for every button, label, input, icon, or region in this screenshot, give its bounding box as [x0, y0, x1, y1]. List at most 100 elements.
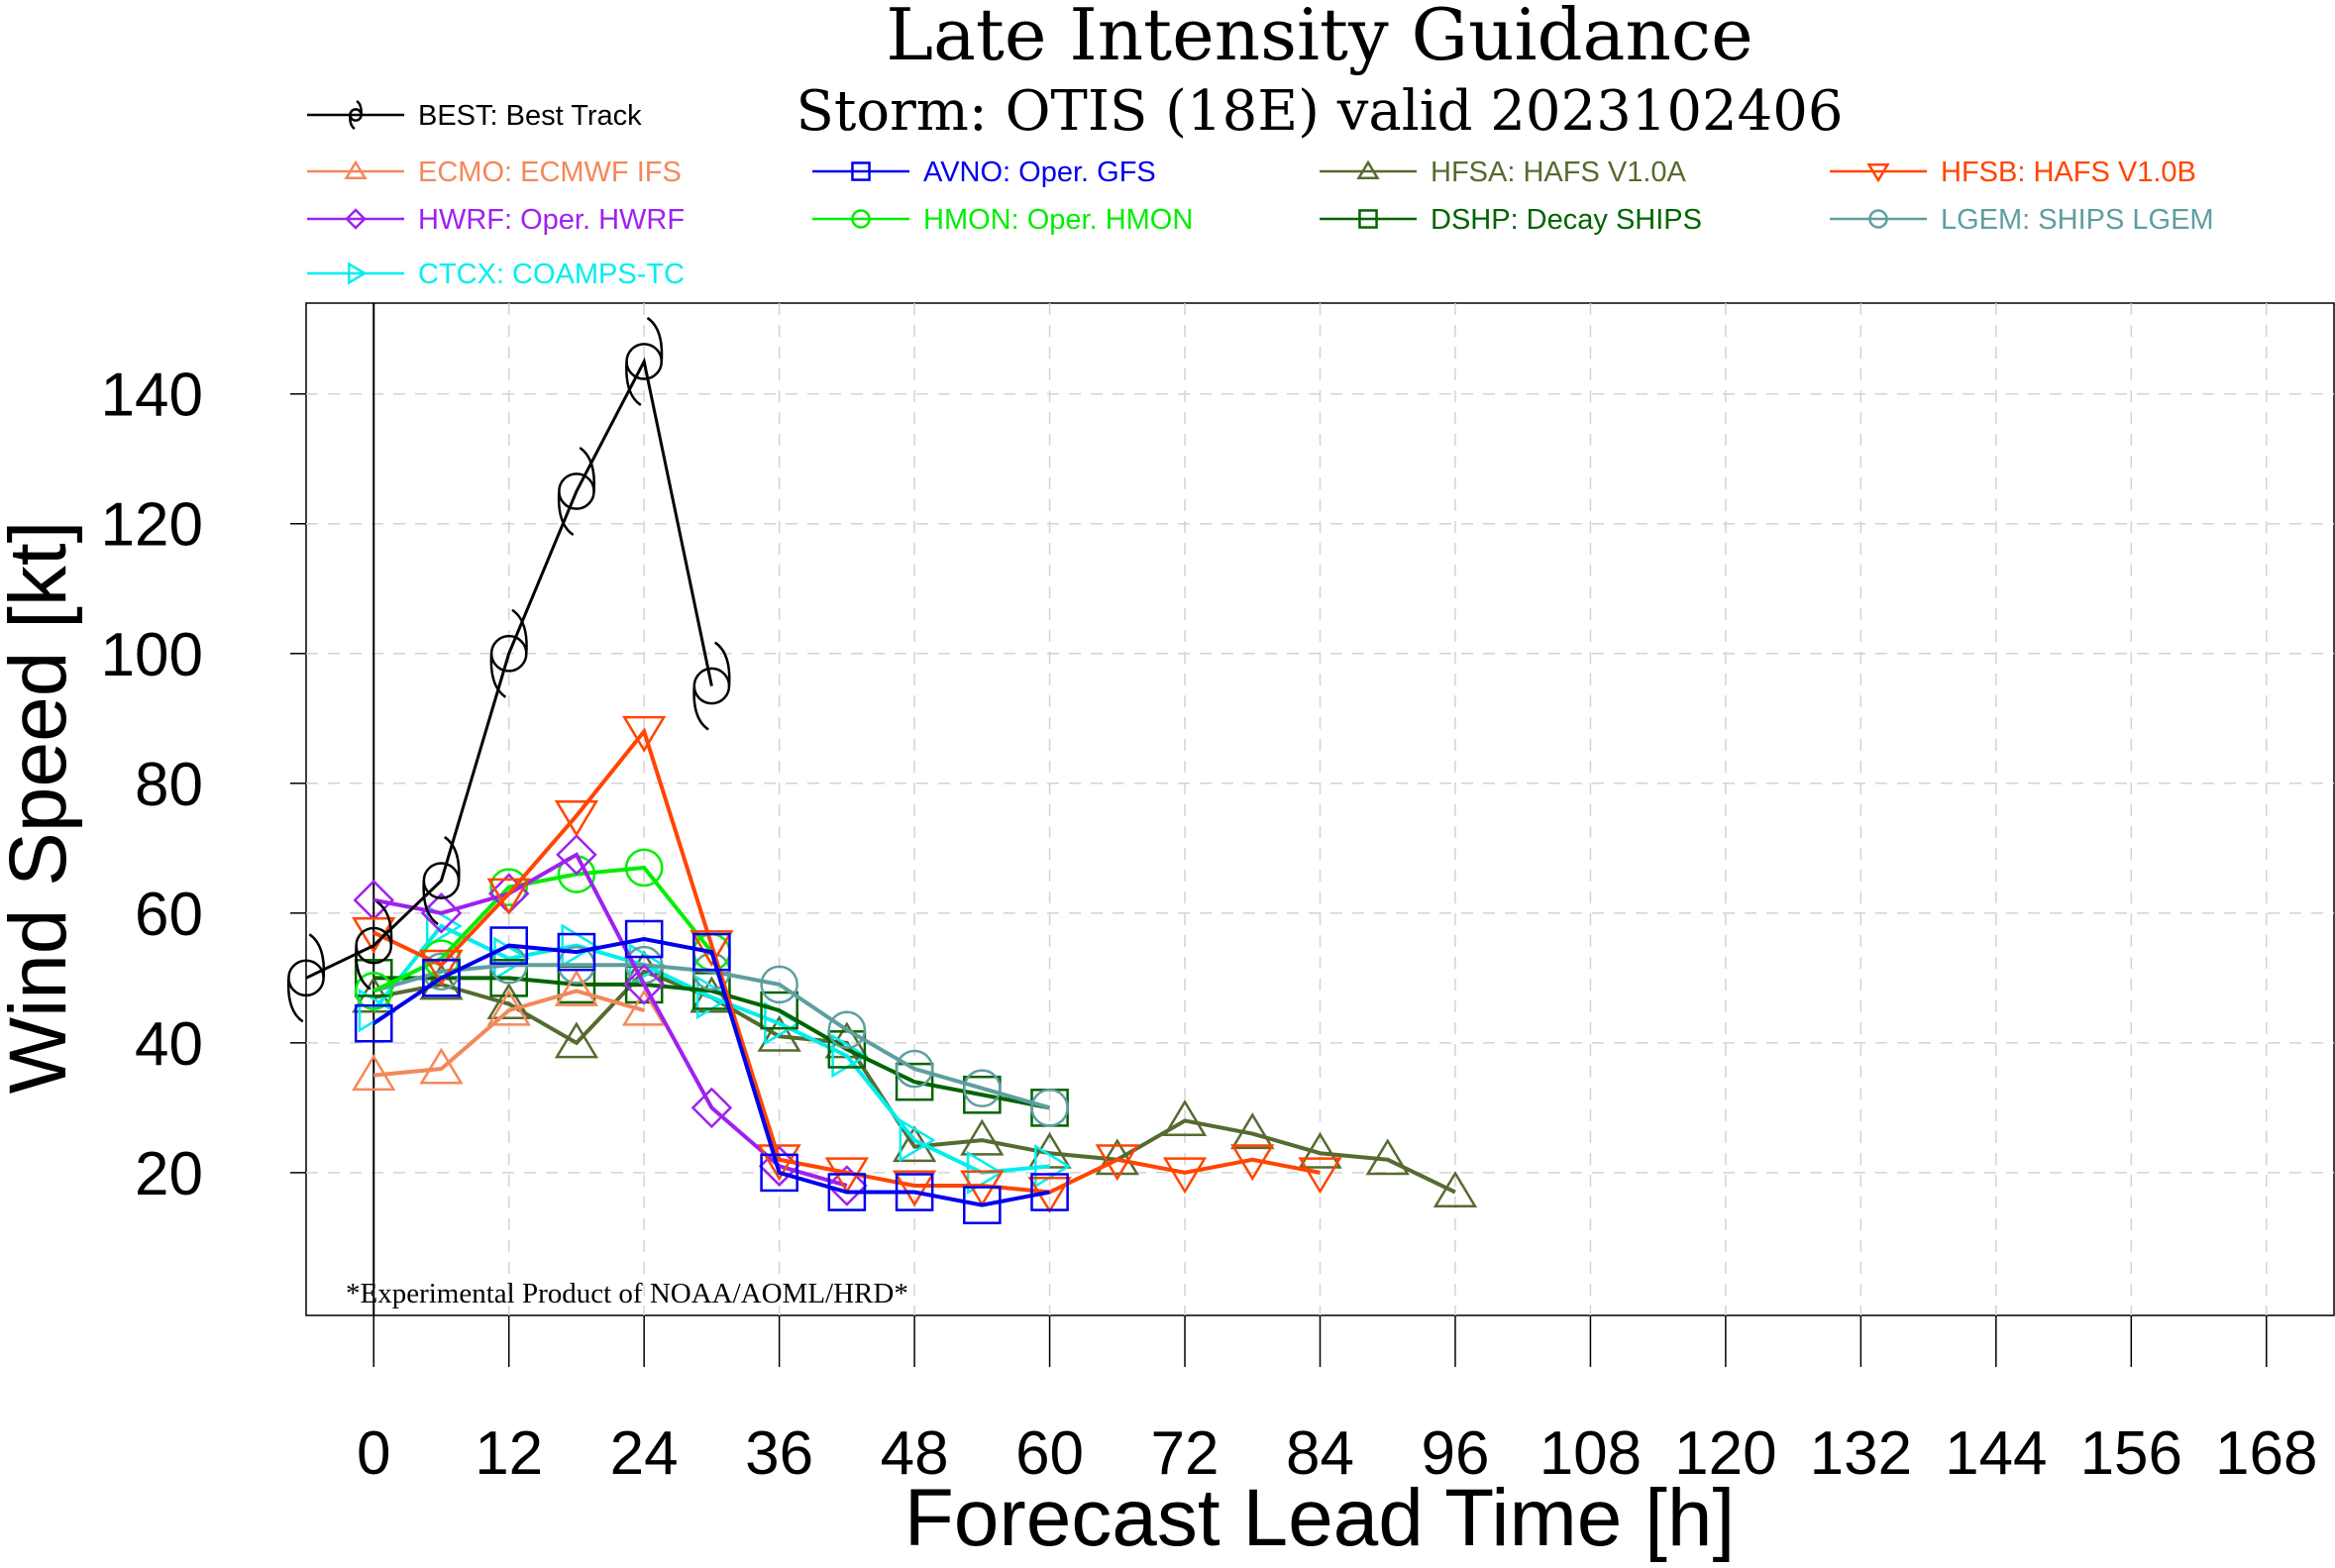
point-best — [692, 641, 731, 731]
point-hfsb — [1095, 1144, 1139, 1182]
point-ctcx — [831, 1033, 869, 1079]
point-lgem — [760, 965, 798, 1004]
series-line-dshp — [373, 976, 1050, 1110]
series-avno — [354, 919, 1069, 1224]
point-hfsb — [622, 715, 667, 753]
point-hfsa — [554, 1021, 599, 1059]
point-ecmo — [486, 989, 531, 1026]
point-ecmo — [622, 989, 667, 1026]
y-tick-label: 40 — [135, 1010, 203, 1079]
point-hfsb — [486, 878, 531, 915]
point-avno — [760, 1153, 798, 1193]
point-lgem — [827, 1010, 867, 1050]
legend-item-hfsa: HFSA: HAFS V1.0A — [1320, 157, 1687, 188]
point-dshp — [760, 991, 798, 1030]
series-ecmo — [352, 970, 667, 1092]
point-hmon — [624, 848, 664, 888]
legend-item-best: BEST: Best Track — [307, 99, 642, 132]
point-hfsa — [757, 1014, 801, 1052]
x-tick-label: 108 — [1539, 1419, 1642, 1488]
legend: BEST: Best Track ECMO: ECMWF IFS AVNO: Ope… — [307, 99, 2214, 290]
point-best — [286, 933, 326, 1023]
point-hfsb — [1230, 1144, 1275, 1182]
point-lgem — [895, 1049, 934, 1089]
point-hfsa — [1298, 1131, 1342, 1169]
point-hwrf — [623, 964, 665, 1005]
point-avno — [489, 926, 528, 965]
y-axis: 20 40 60 80 100 120 140 — [101, 362, 306, 1208]
x-tick-label: 36 — [745, 1419, 813, 1488]
legend-marker — [851, 161, 871, 181]
point-ctcx — [561, 923, 598, 968]
series-best — [286, 316, 731, 1023]
x-tick-label: 72 — [1151, 1419, 1220, 1488]
point-lgem — [963, 1069, 1002, 1108]
point-hfsb — [690, 930, 734, 968]
x-tick-label: 48 — [881, 1419, 949, 1488]
legend-label: BEST: Best Track — [418, 100, 642, 132]
x-tick-label: 156 — [2080, 1419, 2182, 1488]
point-ctcx — [695, 975, 733, 1020]
legend-label: HFSA: HAFS V1.0A — [1431, 157, 1687, 188]
point-hfsb — [1298, 1157, 1342, 1195]
series-line-hfsa — [372, 969, 1456, 1195]
x-tick-label: 96 — [1421, 1419, 1489, 1488]
series-line-avno — [372, 936, 1050, 1207]
x-tick-label: 168 — [2215, 1419, 2317, 1488]
legend-label: HFSB: HAFS V1.0B — [1941, 157, 2196, 188]
legend-item-ecmo: ECMO: ECMWF IFS — [307, 157, 682, 188]
point-hfsa — [1095, 1138, 1139, 1176]
point-hfsa — [1162, 1099, 1208, 1136]
x-tick-label: 0 — [357, 1419, 390, 1488]
legend-item-hwrf: HWRF: Oper. HWRF — [307, 204, 685, 236]
point-avno — [557, 932, 596, 972]
point-avno — [692, 932, 731, 972]
point-hmon — [489, 868, 529, 906]
legend-label: DSHP: Decay SHIPS — [1431, 204, 1702, 236]
point-hfsa — [419, 963, 464, 1000]
point-avno — [963, 1186, 1002, 1224]
point-ecmo — [419, 1047, 464, 1085]
series-line-hfsb — [372, 727, 1321, 1195]
chart-subtitle: Storm: OTIS (18E) valid 2023102406 — [796, 79, 1843, 144]
series-line-best — [305, 357, 713, 980]
y-tick-label: 20 — [135, 1140, 203, 1208]
x-tick-label: 24 — [610, 1419, 679, 1488]
point-hfsb — [757, 1144, 801, 1182]
legend-marker — [345, 208, 367, 230]
y-axis-label: Wind Speed [kt] — [0, 521, 83, 1095]
legend-item-lgem: LGEM: SHIPS LGEM — [1830, 204, 2214, 236]
x-axis-label: Forecast Lead Time [h] — [904, 1473, 1736, 1563]
legend-marker — [348, 261, 368, 285]
point-hwrf — [690, 1087, 733, 1129]
point-hfsa — [1365, 1138, 1410, 1176]
point-ctcx — [899, 1117, 936, 1163]
legend-marker — [349, 99, 363, 131]
point-dshp — [354, 959, 393, 997]
legend-marker — [1356, 159, 1380, 179]
point-ecmo — [352, 1054, 396, 1092]
legend-item-hfsb: HFSB: HAFS V1.0B — [1830, 157, 2196, 188]
legend-marker — [1358, 209, 1378, 229]
point-avno — [354, 1003, 393, 1043]
y-tick-label: 120 — [101, 491, 203, 560]
legend-marker — [851, 209, 871, 229]
chart-title: Late Intensity Guidance — [886, 0, 1753, 76]
point-lgem — [1030, 1089, 1069, 1127]
point-hfsa — [486, 983, 531, 1020]
legend-label: HMON: Oper. HMON — [923, 204, 1193, 236]
x-tick-label: 84 — [1286, 1419, 1354, 1488]
x-tick-label: 144 — [1945, 1419, 2047, 1488]
point-best — [422, 836, 461, 926]
point-avno — [895, 1173, 934, 1211]
point-hwrf — [420, 892, 463, 934]
x-axis: 0 12 24 36 48 60 72 84 96 108 120 132 144 156 168 — [357, 1315, 2317, 1488]
point-hfsb — [892, 1170, 937, 1207]
point-avno — [1030, 1173, 1069, 1211]
point-ecmo — [554, 970, 599, 1006]
x-tick-label: 120 — [1674, 1419, 1776, 1488]
series-ctcx — [358, 903, 1071, 1196]
point-hmon — [354, 972, 393, 1010]
series-line-ecmo — [373, 989, 645, 1078]
